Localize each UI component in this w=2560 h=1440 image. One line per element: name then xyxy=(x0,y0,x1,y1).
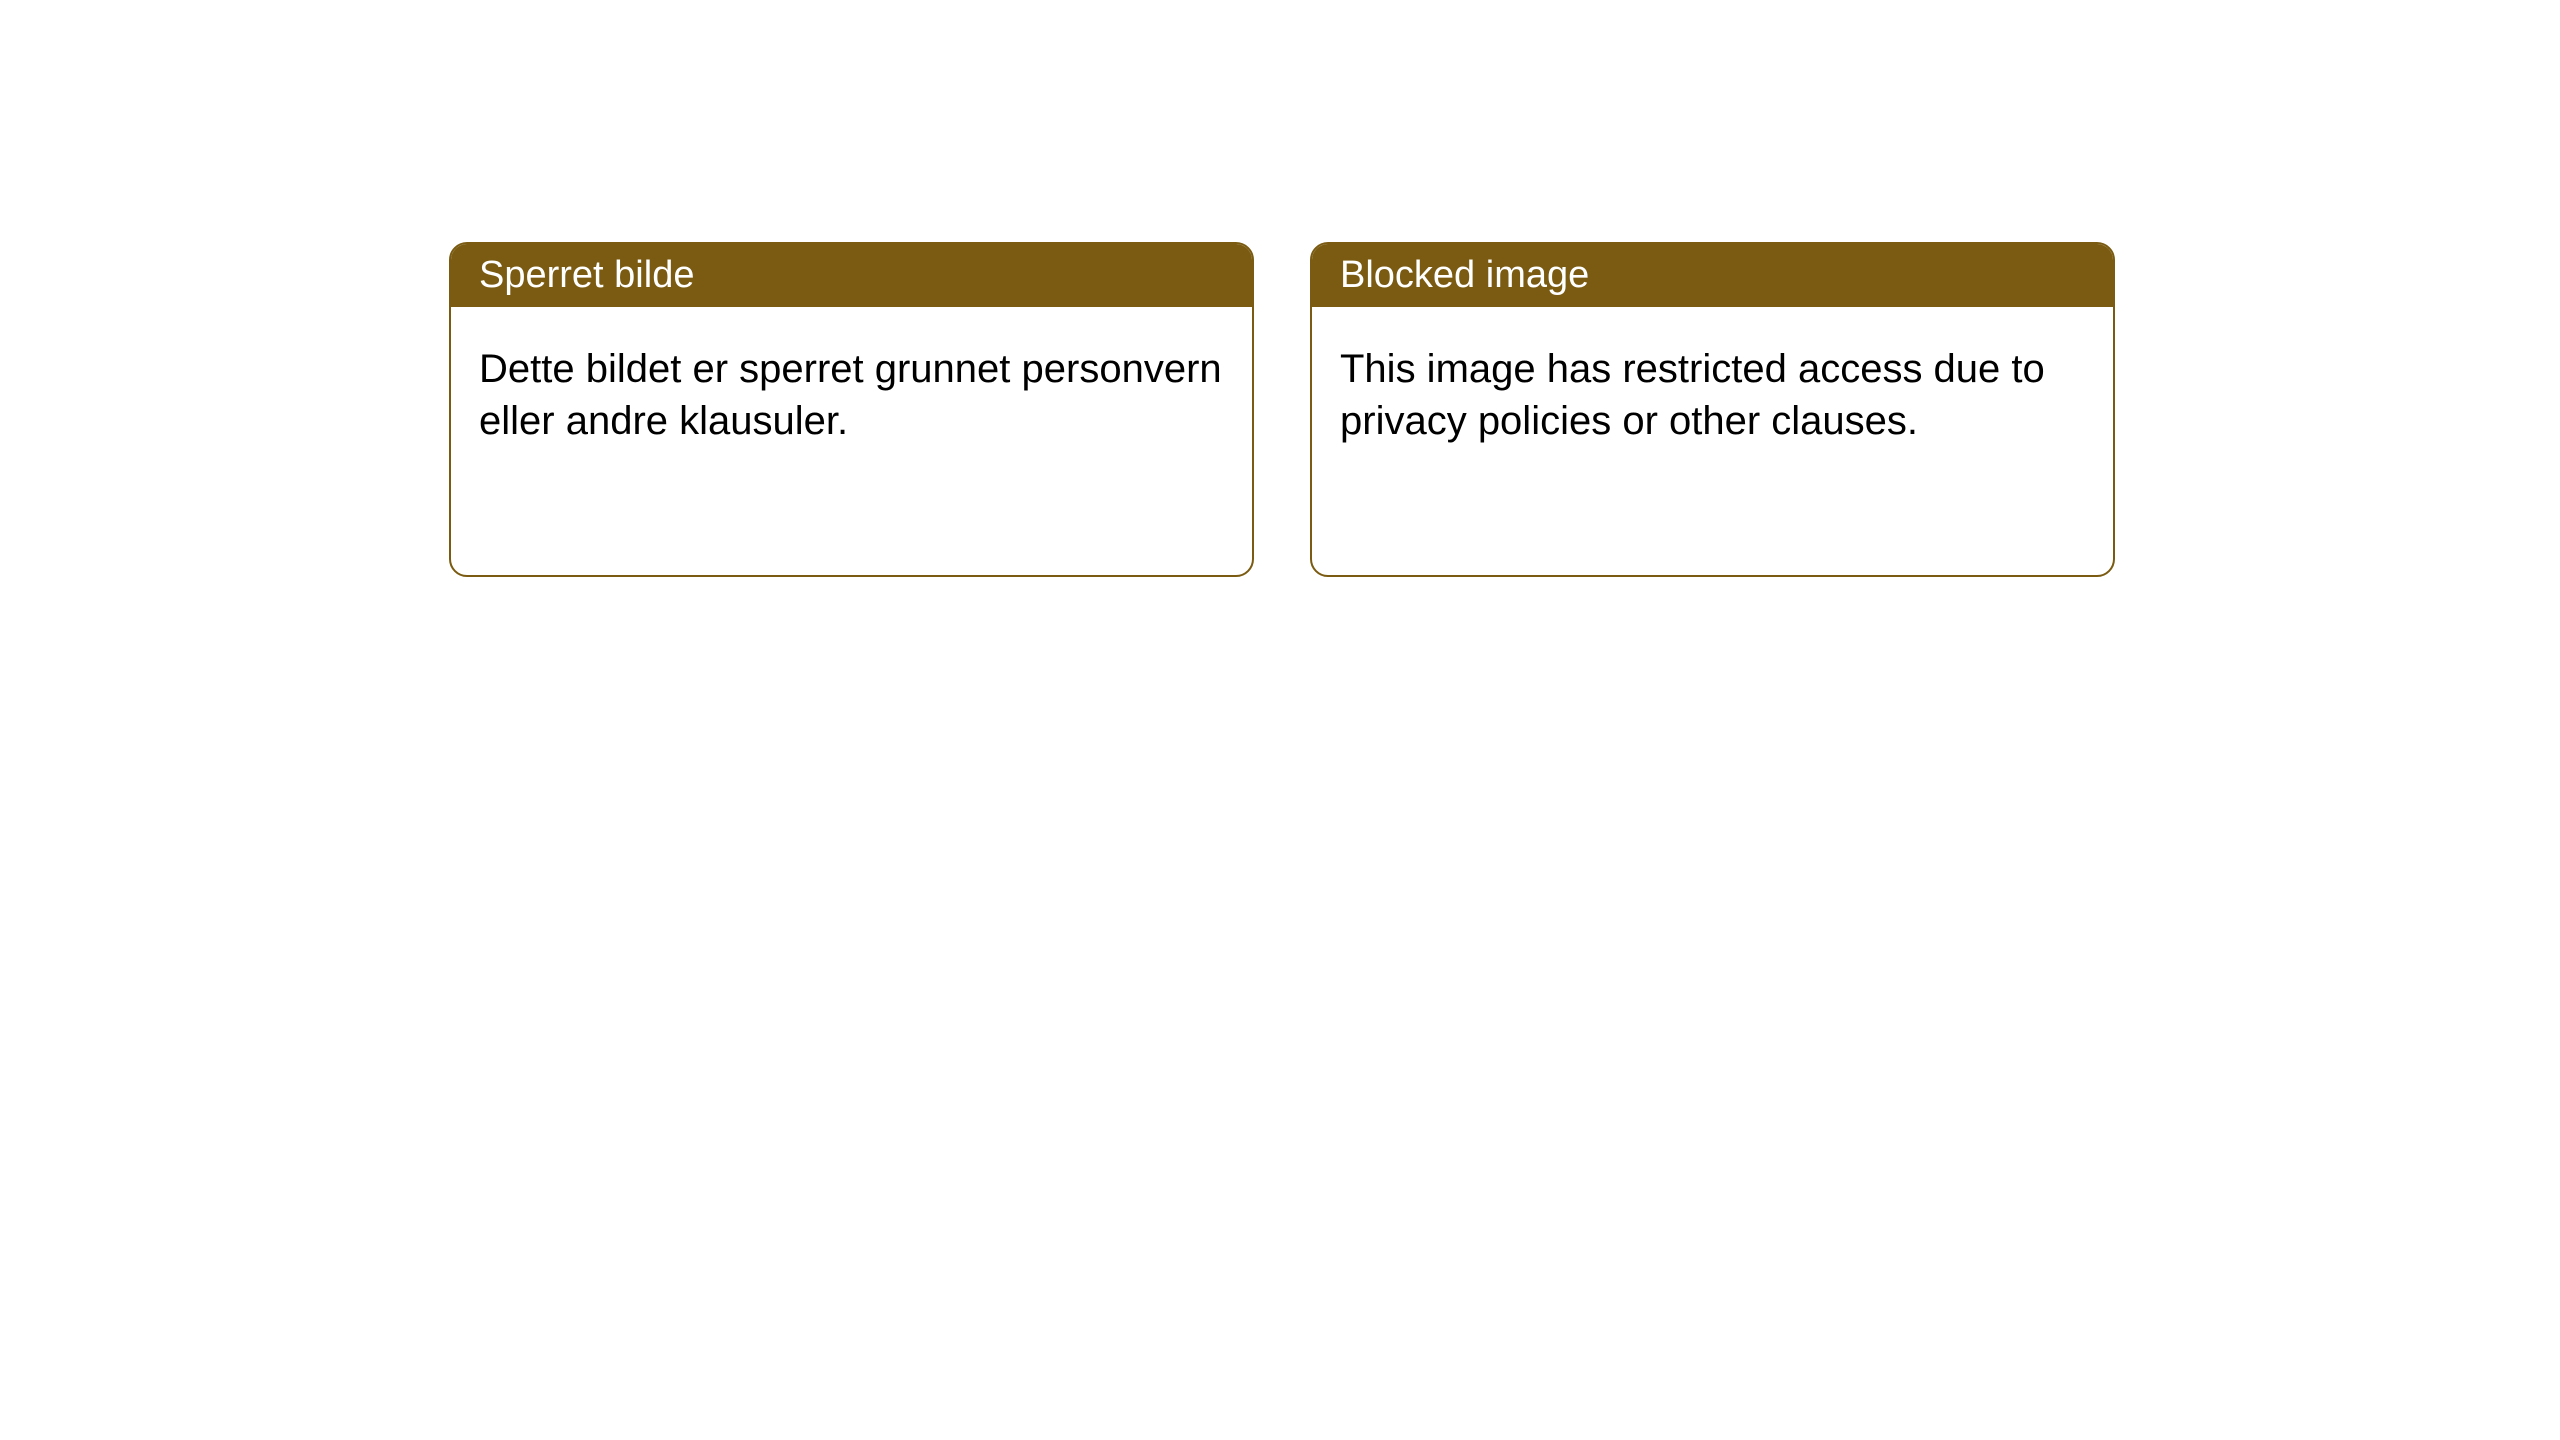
notice-body: Dette bildet er sperret grunnet personve… xyxy=(451,307,1252,475)
notice-header: Blocked image xyxy=(1312,244,2113,307)
notice-body: This image has restricted access due to … xyxy=(1312,307,2113,475)
notice-container: Sperret bilde Dette bildet er sperret gr… xyxy=(0,0,2560,577)
notice-header: Sperret bilde xyxy=(451,244,1252,307)
notice-card-english: Blocked image This image has restricted … xyxy=(1310,242,2115,577)
notice-card-norwegian: Sperret bilde Dette bildet er sperret gr… xyxy=(449,242,1254,577)
